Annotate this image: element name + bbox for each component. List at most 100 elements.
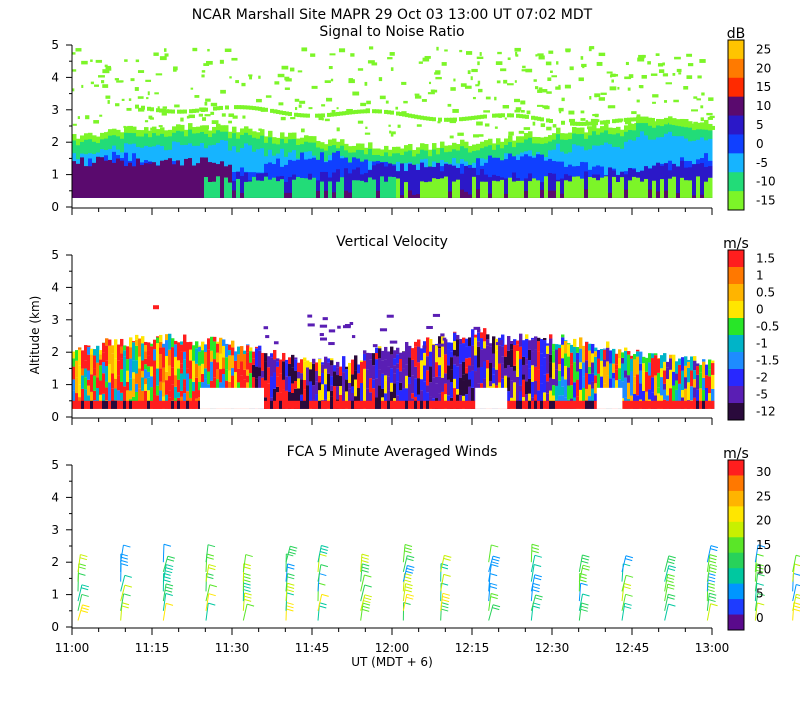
wind-barb-flag xyxy=(491,545,498,547)
velocity-cell xyxy=(660,355,663,368)
velocity-cell xyxy=(468,365,471,372)
snr-noise-cell xyxy=(153,52,158,55)
velocity-cell xyxy=(624,348,627,351)
wind-barb-staff xyxy=(531,544,532,562)
velocity-colorbar-swatch xyxy=(728,386,744,404)
velocity-cell xyxy=(111,373,114,388)
snr-layer-cell xyxy=(594,121,598,125)
wind-barb-flag xyxy=(407,565,414,567)
wind-barb-flag xyxy=(535,598,542,600)
velocity-cell xyxy=(267,375,270,383)
wind-barb-flag xyxy=(363,606,370,608)
snr-noise-cell xyxy=(691,109,698,111)
velocity-cell xyxy=(489,381,492,386)
velocity-cell xyxy=(150,346,153,366)
velocity-cell xyxy=(315,381,318,394)
velocity-cell xyxy=(468,372,471,379)
snr-noise-cell xyxy=(220,90,226,94)
velocity-cell xyxy=(320,338,327,341)
snr-cell xyxy=(312,178,317,198)
velocity-cell xyxy=(87,355,90,371)
wind-barb-flag xyxy=(319,574,326,576)
velocity-cell xyxy=(642,371,645,391)
velocity-surface-cell xyxy=(639,401,642,409)
snr-noise-cell xyxy=(398,125,401,128)
velocity-cell xyxy=(180,369,183,374)
snr-cell xyxy=(200,157,205,197)
velocity-cell xyxy=(153,340,156,350)
wind-barb-flag xyxy=(79,564,86,566)
velocity-cell xyxy=(294,371,297,381)
velocity-cell xyxy=(297,363,300,372)
snr-noise-cell xyxy=(686,54,692,57)
velocity-cell xyxy=(147,372,150,378)
velocity-cell xyxy=(180,391,183,397)
velocity-cell xyxy=(426,370,429,385)
velocity-cell xyxy=(129,378,132,390)
snr-cell xyxy=(524,191,529,198)
velocity-cell xyxy=(465,358,468,368)
velocity-cell xyxy=(363,361,366,369)
wind-barb-flag xyxy=(710,555,717,557)
velocity-surface-cell xyxy=(576,401,579,409)
velocity-cell xyxy=(630,371,633,389)
velocity-cell xyxy=(678,384,681,402)
velocity-cell xyxy=(675,380,678,389)
winds-colorbar-swatch xyxy=(728,475,744,491)
velocity-cell xyxy=(621,352,624,357)
velocity-surface-cell xyxy=(315,401,318,409)
snr-noise-cell xyxy=(542,89,547,92)
velocity-cell xyxy=(303,362,306,380)
velocity-surface-cell xyxy=(318,401,321,409)
velocity-cell xyxy=(162,347,165,367)
winds-colorbar-label: 5 xyxy=(756,587,764,601)
velocity-cell xyxy=(387,367,390,377)
wind-barb-flag xyxy=(125,585,132,587)
velocity-cell xyxy=(645,392,648,401)
velocity-cell xyxy=(648,389,651,399)
velocity-cell xyxy=(141,336,144,343)
velocity-cell xyxy=(531,338,534,339)
velocity-cell xyxy=(525,339,528,358)
velocity-cell xyxy=(474,355,477,371)
velocity-cell xyxy=(252,358,255,365)
velocity-cell xyxy=(186,368,189,373)
velocity-cell xyxy=(422,345,426,348)
velocity-cell xyxy=(456,357,459,367)
wind-barb-flag xyxy=(207,554,214,556)
velocity-cell xyxy=(537,341,540,351)
velocity-cell xyxy=(324,384,327,399)
velocity-cell xyxy=(150,344,153,347)
velocity-cell xyxy=(705,375,708,388)
wind-barb-flag xyxy=(493,605,500,607)
velocity-cell xyxy=(429,339,432,352)
velocity-cell xyxy=(144,342,147,345)
velocity-cell xyxy=(147,342,150,350)
wind-barb-flag xyxy=(406,584,413,586)
velocity-colorbar-label: 1 xyxy=(756,269,764,283)
wind-barb-flag xyxy=(82,585,89,587)
velocity-cell xyxy=(99,350,102,354)
snr-noise-cell xyxy=(431,90,437,93)
velocity-cell xyxy=(621,363,624,381)
snr-noise-cell xyxy=(522,66,525,69)
y-tick-label: 4 xyxy=(51,70,59,84)
snr-cell xyxy=(500,180,505,198)
velocity-cell xyxy=(465,347,468,359)
snr-cell xyxy=(300,178,305,198)
velocity-cell xyxy=(117,361,120,376)
snr-noise-cell xyxy=(701,92,704,95)
velocity-cell xyxy=(189,342,192,350)
velocity-cell xyxy=(174,357,177,375)
velocity-surface-cell xyxy=(711,401,714,409)
wind-barb-flag xyxy=(81,611,88,613)
snr-cell xyxy=(184,159,189,198)
velocity-cell xyxy=(508,341,514,344)
wind-barb-flag xyxy=(624,587,631,589)
velocity-cell xyxy=(183,335,186,352)
velocity-cell xyxy=(75,377,78,393)
wind-barb-flag xyxy=(534,578,541,580)
velocity-cell xyxy=(450,352,453,357)
velocity-cell xyxy=(312,364,315,380)
velocity-cell xyxy=(264,380,267,397)
